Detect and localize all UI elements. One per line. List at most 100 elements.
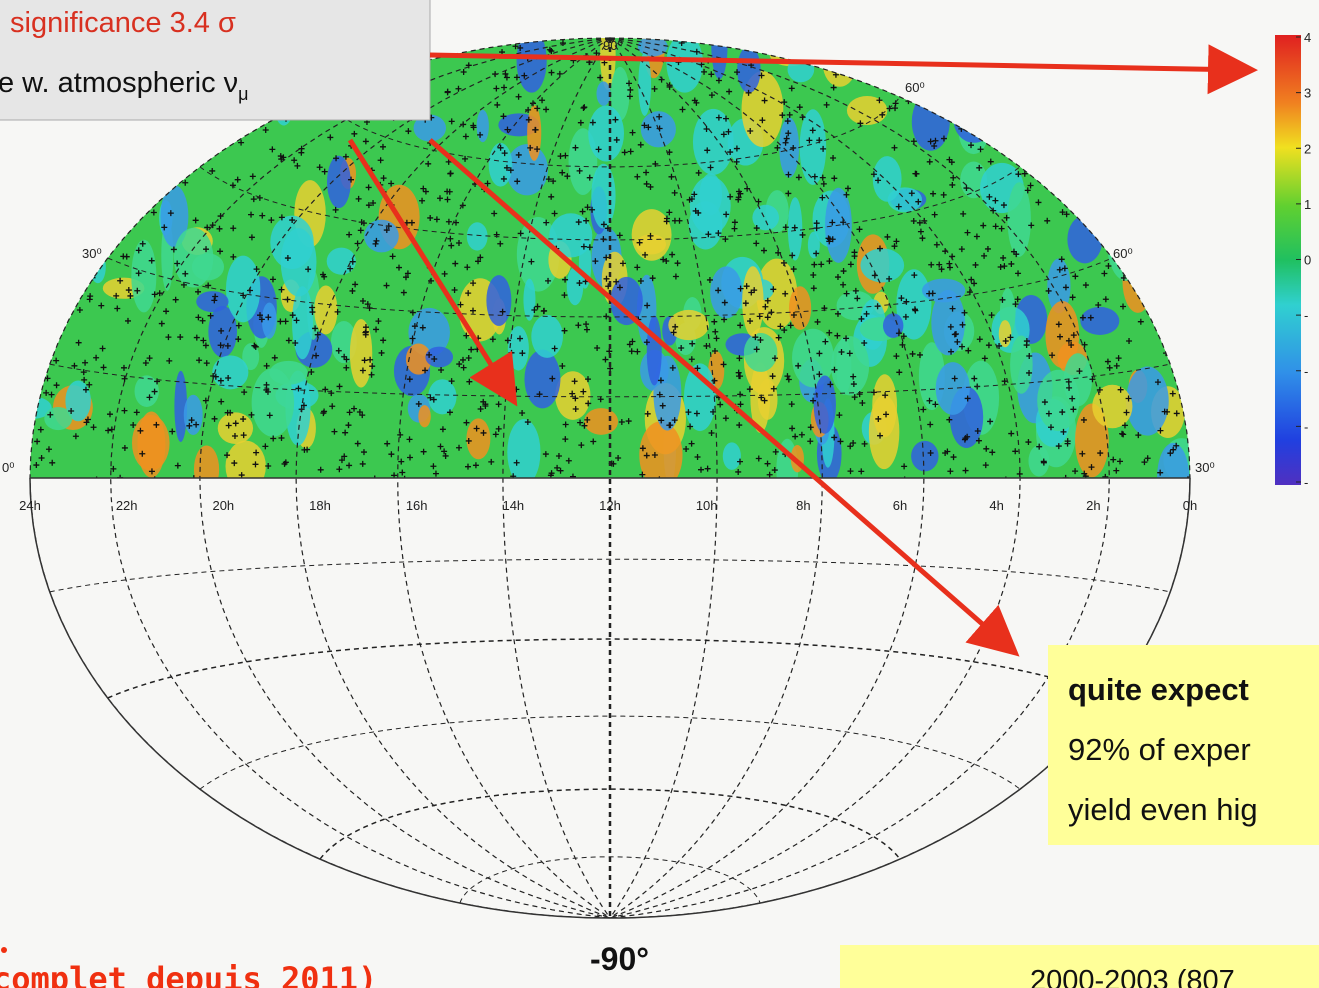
- blob: [1170, 54, 1195, 92]
- callout-line: significance 3.4 σ: [10, 7, 236, 39]
- blob: [1079, 34, 1120, 65]
- ra-label: 12h: [599, 498, 621, 513]
- blob: [1029, 77, 1067, 101]
- colorbar-label: -: [1304, 364, 1308, 379]
- pole-label: -90°: [590, 941, 649, 977]
- subscript: μ: [238, 84, 248, 104]
- blob: [860, 248, 904, 282]
- blob: [418, 405, 430, 427]
- blob: [196, 291, 228, 312]
- blob: [596, 81, 610, 105]
- blob: [1159, 94, 1179, 163]
- blob: [262, 302, 277, 338]
- blob: [1130, 48, 1144, 83]
- blob: [723, 442, 741, 469]
- blob: [1166, 108, 1199, 152]
- blob: [281, 228, 317, 296]
- blob: [137, 412, 165, 478]
- blob: [466, 418, 490, 459]
- callout-line: yield even hig: [1068, 792, 1258, 827]
- blob: [1095, 109, 1138, 181]
- blob: [710, 266, 742, 318]
- blob: [194, 445, 219, 493]
- blob: [872, 374, 897, 437]
- ra-label: 22h: [116, 498, 138, 513]
- blob: [184, 395, 203, 435]
- callout-line: quite expect: [1068, 672, 1249, 707]
- blob: [952, 58, 980, 130]
- blob: [44, 407, 72, 430]
- blob: [591, 164, 615, 229]
- ra-label: 10h: [696, 498, 718, 513]
- blob: [508, 326, 529, 370]
- blob: [477, 110, 489, 142]
- ra-label: 4h: [989, 498, 1003, 513]
- blob: [638, 53, 651, 116]
- ra-label: 24h: [19, 498, 41, 513]
- ra-label: 18h: [309, 498, 331, 513]
- dec-label: 0⁰: [2, 460, 14, 475]
- blob: [1107, 206, 1146, 281]
- blob: [102, 161, 142, 221]
- body: 24h22h20h18h16h14h12h10h8h6h4h2h0h90⁰60⁰…: [0, 0, 1319, 988]
- blob: [1080, 307, 1119, 335]
- colorbar-label: 0: [1304, 253, 1311, 268]
- blob: [507, 419, 540, 485]
- note: complet depuis 2011): [0, 960, 377, 988]
- blob: [327, 156, 351, 208]
- blob: [531, 315, 563, 358]
- dec-label: 30⁰: [1195, 460, 1215, 475]
- blob: [87, 178, 101, 248]
- blob: [711, 11, 727, 80]
- blob: [104, 134, 137, 185]
- blob: [486, 275, 511, 326]
- blob: [1161, 275, 1192, 339]
- blob: [226, 256, 260, 323]
- ra-label: 14h: [502, 498, 524, 513]
- blob: [922, 279, 965, 303]
- blob: [61, 188, 80, 262]
- blob: [995, 60, 1015, 117]
- colorbar-label: -: [1304, 308, 1308, 323]
- blob: [18, 347, 43, 377]
- blob: [1089, 137, 1108, 198]
- blob: [638, 36, 668, 56]
- callout-line: 92% of exper: [1068, 732, 1251, 767]
- blob: [428, 379, 456, 414]
- blob: [119, 135, 144, 198]
- blob: [1031, 78, 1057, 118]
- colorbar-label: -: [1304, 475, 1308, 490]
- dec-label: 30⁰: [82, 246, 102, 261]
- blob: [647, 316, 662, 386]
- blob: [863, 29, 892, 52]
- blob: [252, 368, 294, 436]
- ra-label: 0h: [1183, 498, 1197, 513]
- blob: [131, 240, 156, 313]
- blob: [1007, 182, 1030, 256]
- bullet: [1, 947, 7, 953]
- ra-label: 2h: [1086, 498, 1100, 513]
- blob: [32, 182, 57, 247]
- blob: [982, 43, 1001, 74]
- slide: 24h22h20h18h16h14h12h10h8h6h4h2h0h90⁰60⁰…: [0, 0, 1319, 988]
- blob: [1127, 144, 1140, 205]
- blob: [690, 176, 731, 234]
- blob: [668, 310, 709, 340]
- blob: [962, 82, 1003, 125]
- blob: [808, 232, 820, 259]
- blob: [212, 355, 248, 389]
- blob: [174, 228, 213, 288]
- blob: [90, 127, 107, 168]
- blob: [364, 220, 399, 253]
- blob: [584, 408, 618, 435]
- ra-label: 6h: [893, 498, 907, 513]
- blob: [467, 222, 488, 250]
- blob: [110, 155, 134, 193]
- blob: [314, 285, 337, 334]
- blob: [1010, 335, 1033, 393]
- blob: [911, 441, 938, 471]
- ra-label: 20h: [212, 498, 234, 513]
- page: {"callout_top": {"line1": "significance …: [0, 0, 1319, 988]
- blob: [218, 412, 253, 444]
